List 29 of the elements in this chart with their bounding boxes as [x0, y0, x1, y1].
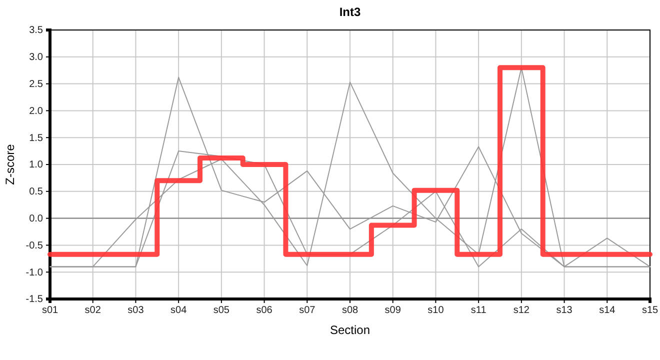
x-tick-label: s13 — [556, 305, 573, 316]
x-tick-label: s09 — [384, 305, 402, 316]
chart-title: Int3 — [339, 5, 361, 19]
x-tick-label: s12 — [513, 305, 530, 316]
x-tick-label: s06 — [256, 305, 273, 316]
y-tick-label: -0.5 — [26, 240, 44, 252]
y-tick-label: -1.5 — [26, 294, 44, 306]
x-tick-label: s07 — [299, 305, 316, 316]
y-tick-label: 2.0 — [29, 106, 44, 117]
y-tick-label: 3.5 — [29, 25, 44, 36]
y-tick-label: 3.0 — [29, 52, 44, 64]
x-tick-label: s02 — [84, 305, 102, 316]
x-tick-label: s05 — [213, 305, 230, 316]
y-tick-label: 1.0 — [29, 160, 44, 171]
x-tick-label: s15 — [642, 305, 658, 316]
y-axis-title: Z-score — [3, 144, 17, 185]
x-tick-label: s03 — [128, 305, 144, 316]
x-tick-label: s10 — [428, 305, 444, 316]
x-axis-title: Section — [330, 323, 370, 337]
y-tick-label: 0.5 — [29, 186, 44, 198]
y-tick-label: -1.0 — [26, 267, 44, 278]
x-tick-label: s14 — [599, 305, 616, 316]
x-tick-label: s08 — [342, 305, 358, 316]
x-tick-label: s11 — [470, 305, 487, 316]
x-tick-label: s01 — [42, 305, 58, 316]
x-tick-label: s04 — [170, 305, 188, 316]
y-tick-label: 2.5 — [29, 79, 44, 90]
y-tick-label: 1.5 — [29, 132, 44, 144]
y-tick-label: 0.0 — [29, 214, 44, 224]
